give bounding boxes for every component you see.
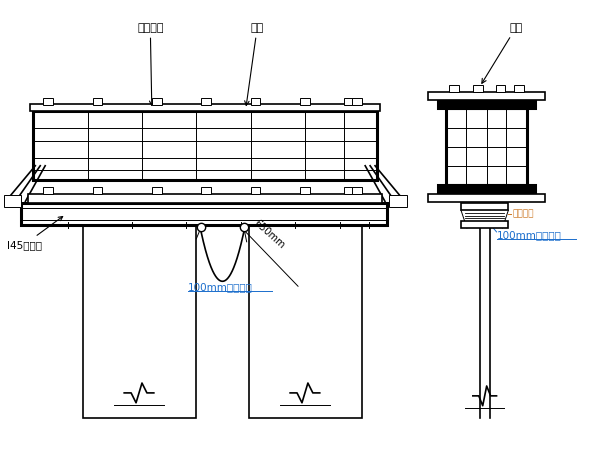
Text: 拉杆: 拉杆 xyxy=(482,22,523,83)
Bar xyxy=(389,195,407,207)
Text: 100mm圆钢扁担: 100mm圆钢扁担 xyxy=(497,230,562,240)
Bar xyxy=(438,185,535,194)
Bar xyxy=(152,98,162,104)
Bar xyxy=(251,188,260,194)
Bar xyxy=(428,92,545,99)
Bar xyxy=(28,194,382,203)
Text: 100mm圆钢扁担: 100mm圆钢扁担 xyxy=(188,283,253,293)
Bar xyxy=(438,99,535,108)
Bar xyxy=(92,188,103,194)
Bar xyxy=(92,98,103,104)
Bar xyxy=(461,203,508,210)
Text: 型钢背枋: 型钢背枋 xyxy=(137,22,164,105)
Bar xyxy=(514,85,524,92)
Bar xyxy=(344,98,355,104)
Text: 650mm: 650mm xyxy=(251,218,286,251)
Bar xyxy=(201,188,211,194)
Text: 钢模: 钢模 xyxy=(245,22,264,105)
Bar xyxy=(43,98,53,104)
Bar xyxy=(152,188,162,194)
Bar xyxy=(251,98,260,104)
Bar xyxy=(300,188,310,194)
Bar xyxy=(300,98,310,104)
Bar xyxy=(473,85,483,92)
Bar xyxy=(201,98,211,104)
Bar xyxy=(461,221,508,228)
Bar xyxy=(22,203,387,225)
Bar xyxy=(34,112,377,180)
Text: 对穿螺栓: 对穿螺栓 xyxy=(512,210,534,219)
Text: I45承重梁: I45承重梁 xyxy=(7,216,62,250)
Bar xyxy=(352,188,362,194)
Bar xyxy=(31,104,380,112)
Bar xyxy=(83,225,196,418)
Bar xyxy=(352,98,362,104)
Bar xyxy=(43,188,53,194)
Bar xyxy=(449,85,459,92)
Bar xyxy=(4,195,22,207)
Bar xyxy=(446,108,527,185)
Bar xyxy=(428,194,545,202)
Bar xyxy=(248,225,362,418)
Bar xyxy=(496,85,505,92)
Bar xyxy=(344,188,355,194)
